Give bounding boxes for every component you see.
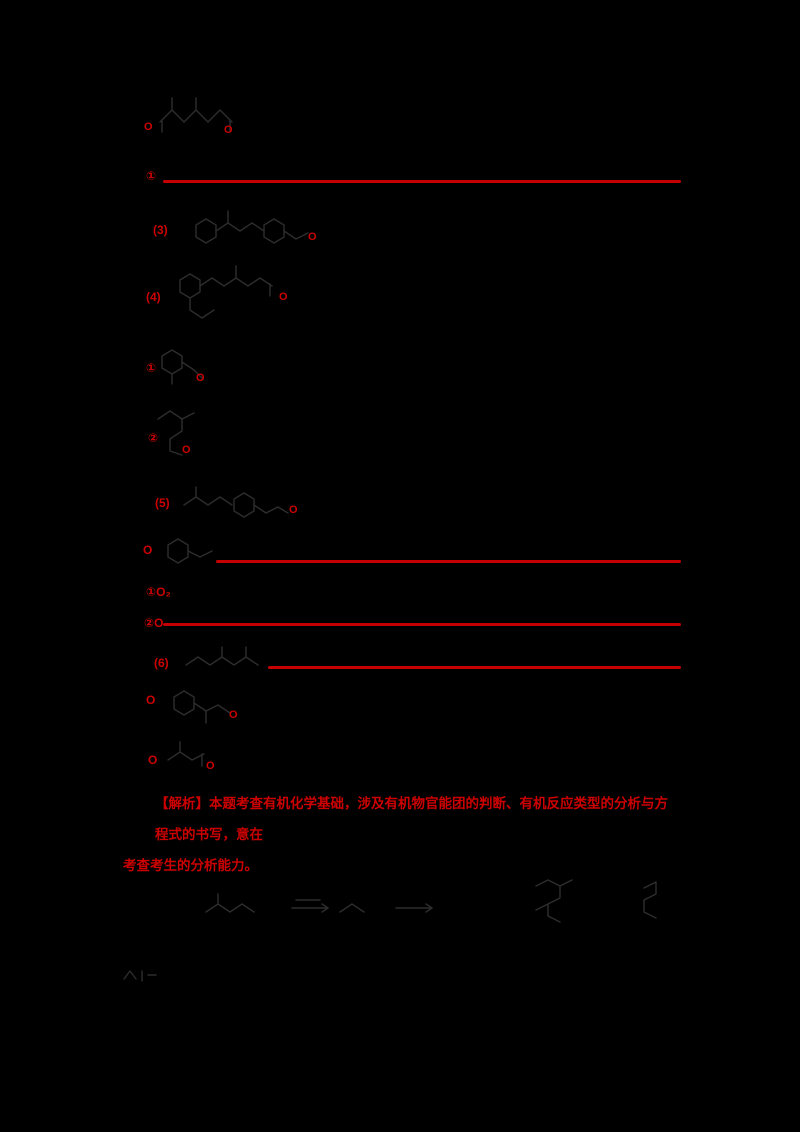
answer-label-5: ① [146,361,157,375]
structure-sketch-8 [167,538,213,564]
structure-sketch-3 [195,210,309,244]
oxygen-atom-label: O [144,121,153,133]
answer-label-9: ①O₂ [146,585,171,599]
answer-label-7: (5) [155,496,170,510]
answer-label-3: (3) [153,223,168,237]
structure-sketch-1 [159,97,233,133]
answer-underline [216,560,681,563]
structure-sketch-4 [179,265,273,319]
oxygen-atom-label: O [224,124,233,136]
structure-sketch-7 [183,486,289,518]
answer-label-2: ① [146,169,157,183]
structure-sketch-12 [173,690,231,724]
answer-underline [163,180,681,183]
structure-sketch-6 [157,410,195,456]
oxygen-atom-label: O [229,709,238,721]
oxygen-atom-label: O [206,760,215,772]
analysis-line-2: 考查考生的分析能力。 [123,858,258,873]
answer-label-13: O [148,753,158,767]
structure-sketch-13 [167,741,205,767]
answer-label-8: O [143,543,153,557]
answer-label-4: (4) [146,290,161,304]
answer-underline [268,666,681,669]
faint-footer-mark [123,970,157,982]
answer-label-10: ②O [144,616,164,630]
oxygen-atom-label: O [279,291,288,303]
answer-label-6: ② [148,431,159,445]
analysis-paragraph: 【解析】本题考查有机化学基础，涉及有机物官能团的判断、有机反应类型的分析与方程式… [123,788,681,881]
structure-sketch-5 [161,349,203,385]
answer-underline [163,623,681,626]
oxygen-atom-label: O [196,372,205,384]
oxygen-atom-label: O [289,504,298,516]
analysis-line-1: 【解析】本题考查有机化学基础，涉及有机物官能团的判断、有机反应类型的分析与方程式… [155,796,668,842]
structure-sketch-11 [185,646,259,666]
answer-label-12: O [146,693,156,707]
answer-label-11: (6) [154,656,169,670]
oxygen-atom-label: O [308,231,317,243]
oxygen-atom-label: O [182,444,191,456]
reaction-scheme-sketch [205,879,657,923]
